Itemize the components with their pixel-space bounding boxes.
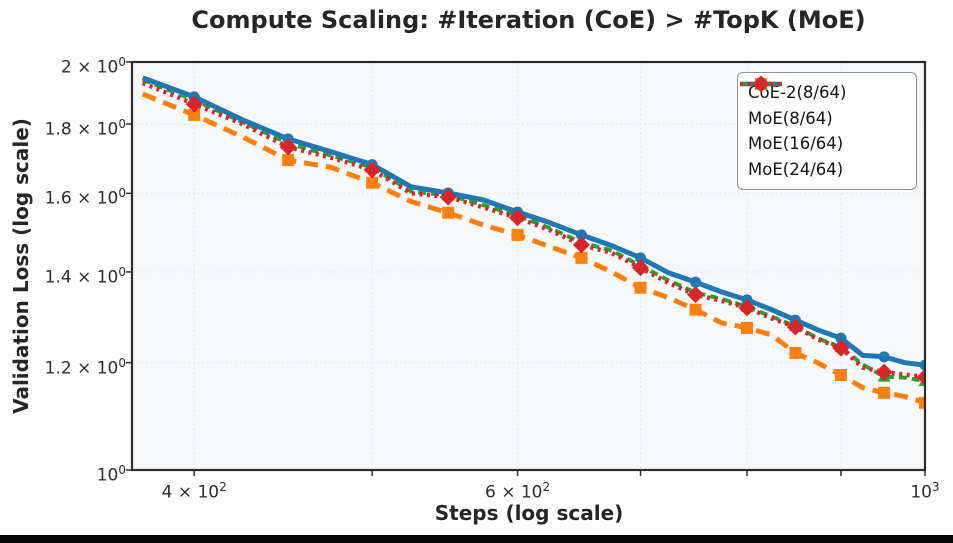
bottom-bar — [0, 535, 953, 543]
marker-diamond — [916, 368, 925, 386]
marker-diamond — [632, 259, 650, 277]
marker-square — [634, 281, 647, 294]
marker-diamond — [832, 339, 850, 357]
marker-square — [834, 369, 847, 382]
legend-label: MoE(24/64) — [748, 159, 844, 179]
y-tick-label: 100 — [96, 463, 126, 486]
marker-square — [575, 251, 588, 264]
marker-diamond — [786, 318, 804, 336]
marker-diamond — [439, 188, 457, 206]
y-tick-label: 1.8 × 100 — [44, 117, 126, 140]
x-axis-label: Steps (log scale) — [434, 501, 624, 525]
legend-label: CoE-2(8/64) — [748, 83, 847, 102]
legend-label: MoE(8/64) — [748, 108, 833, 128]
marker-diamond — [752, 75, 770, 93]
marker-diamond — [572, 236, 590, 254]
marker-diamond — [738, 299, 756, 317]
legend-item: MoE(8/64) — [740, 78, 911, 131]
marker-circle — [690, 276, 702, 288]
series-markers — [188, 108, 925, 409]
y-tick-label: 1.2 × 100 — [44, 355, 126, 379]
y-tick-label: 1.4 × 100 — [44, 264, 126, 288]
marker-circle — [919, 359, 925, 371]
series-CoE-2(8/64) — [141, 91, 925, 409]
marker-square — [689, 303, 702, 316]
marker-square — [366, 176, 379, 189]
marker-square — [442, 206, 455, 219]
legend: CoE-2(8/64) MoE(8/64) MoE(16/64) MoE(24/64) — [737, 72, 917, 190]
marker-diamond — [185, 95, 203, 113]
marker-square — [789, 346, 802, 359]
x-tick-label: 6 × 102 — [484, 480, 551, 503]
marker-circle — [635, 252, 647, 264]
series-MoE(24/64) — [141, 80, 925, 386]
y-tick-label: 1.6 × 100 — [44, 186, 126, 209]
axis-ticks — [126, 61, 926, 476]
marker-diamond — [875, 363, 893, 381]
y-tick-label: 2 × 100 — [60, 55, 126, 78]
marker-diamond — [509, 209, 527, 227]
legend-swatch-diamond-icon — [740, 75, 782, 93]
chart-title: Compute Scaling: #Iteration (CoE) > #Top… — [191, 6, 866, 34]
marker-square — [282, 154, 295, 167]
marker-square — [919, 396, 925, 409]
series-line — [141, 80, 925, 380]
legend-item: MoE(16/64) — [740, 77, 911, 156]
axes-frame — [130, 60, 927, 472]
marker-diamond — [279, 138, 297, 156]
marker-square — [188, 108, 201, 121]
marker-circle — [835, 332, 847, 344]
marker-square — [741, 321, 754, 334]
x-tick-label: 4 × 102 — [161, 480, 227, 503]
x-tick-label: 103 — [910, 480, 940, 503]
marker-square — [878, 386, 891, 399]
legend-label: MoE(16/64) — [748, 134, 844, 154]
marker-circle — [878, 351, 890, 363]
marker-diamond — [687, 286, 705, 304]
series-markers — [185, 95, 925, 386]
marker-diamond — [363, 161, 381, 179]
marker-square — [511, 228, 524, 241]
marker-circle — [575, 229, 587, 241]
legend-item: MoE(24/64) — [740, 75, 911, 182]
